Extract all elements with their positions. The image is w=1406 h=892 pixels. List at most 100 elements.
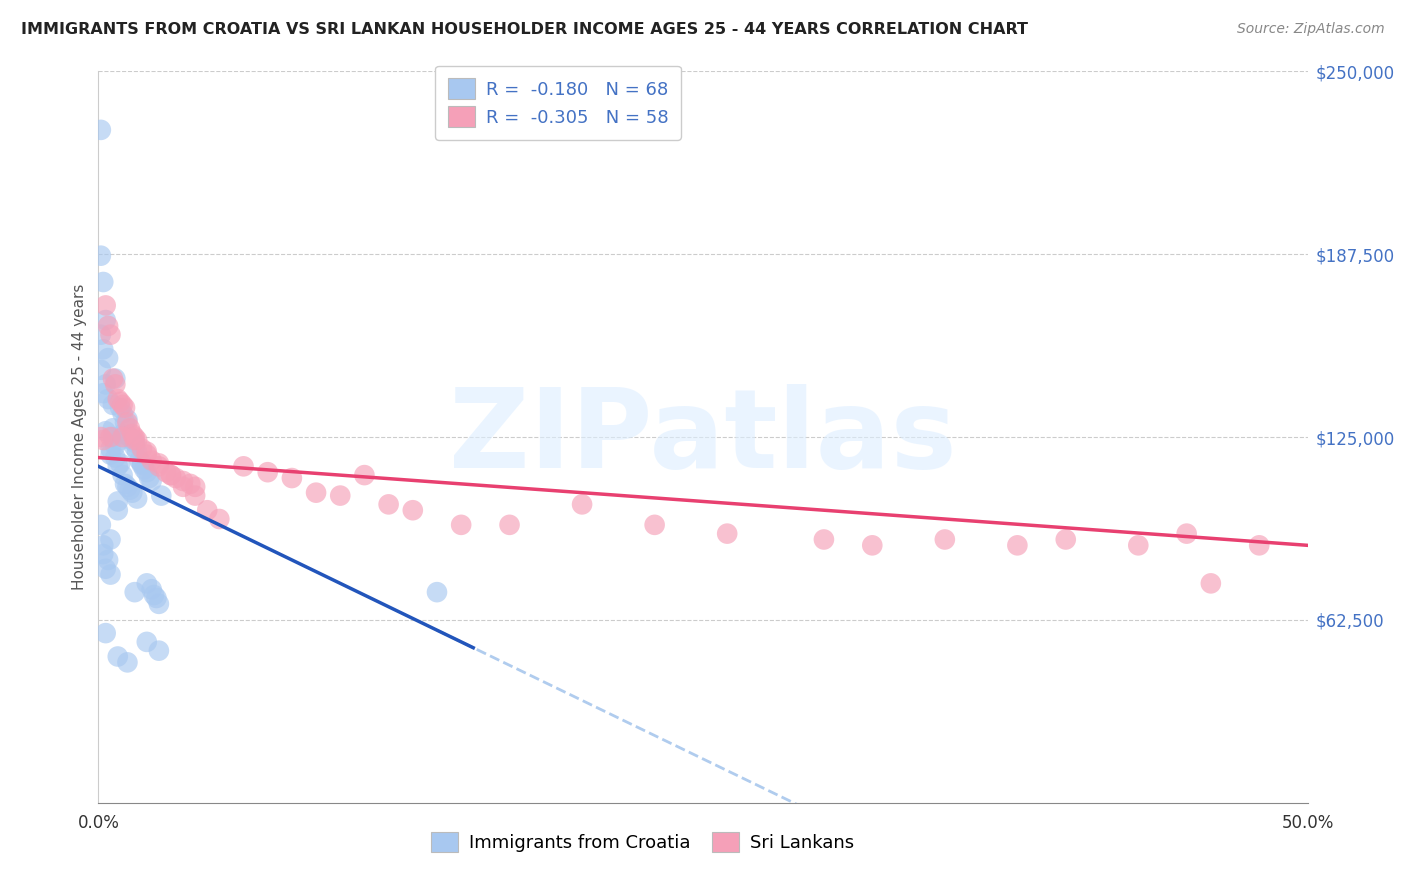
- Point: [117, 412, 139, 426]
- Point: [104, 439, 127, 453]
- Point: [860, 538, 883, 552]
- Point: [135, 448, 157, 462]
- Point: [135, 444, 157, 458]
- Point: [165, 471, 187, 485]
- Point: [148, 457, 170, 471]
- Point: [107, 459, 129, 474]
- Point: [934, 533, 956, 547]
- Point: [107, 503, 129, 517]
- Point: [101, 421, 124, 435]
- Point: [118, 421, 141, 435]
- Point: [141, 453, 163, 467]
- Point: [108, 433, 131, 447]
- Point: [124, 433, 146, 447]
- Point: [97, 318, 120, 333]
- Point: [117, 656, 139, 670]
- Point: [100, 327, 122, 342]
- Point: [100, 533, 122, 547]
- Point: [172, 474, 194, 488]
- Point: [135, 635, 157, 649]
- Point: [232, 459, 254, 474]
- Point: [208, 512, 231, 526]
- Point: [145, 591, 167, 605]
- Point: [353, 468, 375, 483]
- Point: [127, 491, 149, 506]
- Point: [90, 327, 112, 342]
- Point: [1128, 538, 1150, 552]
- Point: [450, 517, 472, 532]
- Point: [101, 430, 124, 444]
- Point: [100, 430, 122, 444]
- Point: [94, 626, 117, 640]
- Point: [117, 480, 139, 494]
- Point: [1175, 526, 1198, 541]
- Point: [121, 485, 143, 500]
- Point: [124, 430, 146, 444]
- Point: [111, 427, 134, 442]
- Point: [91, 343, 114, 357]
- Point: [131, 442, 153, 456]
- Point: [111, 430, 134, 444]
- Point: [135, 465, 157, 479]
- Point: [128, 453, 150, 467]
- Point: [94, 562, 117, 576]
- Point: [184, 489, 207, 503]
- Point: [571, 497, 593, 511]
- Point: [305, 485, 328, 500]
- Point: [107, 649, 129, 664]
- Point: [716, 526, 738, 541]
- Point: [131, 458, 153, 472]
- Point: [1054, 533, 1077, 547]
- Point: [111, 398, 134, 412]
- Point: [108, 395, 131, 409]
- Point: [90, 363, 112, 377]
- Point: [644, 517, 666, 532]
- Point: [124, 440, 146, 454]
- Point: [104, 377, 127, 392]
- Point: [107, 392, 129, 406]
- Point: [1007, 538, 1029, 552]
- Point: [121, 433, 143, 447]
- Point: [100, 567, 122, 582]
- Point: [90, 430, 112, 444]
- Point: [124, 436, 146, 450]
- Point: [281, 471, 304, 485]
- Point: [124, 585, 146, 599]
- Point: [121, 427, 143, 442]
- Point: [91, 275, 114, 289]
- Point: [111, 407, 134, 421]
- Point: [94, 313, 117, 327]
- Point: [94, 377, 117, 392]
- Point: [160, 468, 183, 483]
- Point: [148, 597, 170, 611]
- Point: [97, 553, 120, 567]
- Point: [172, 480, 194, 494]
- Point: [104, 371, 127, 385]
- Point: [91, 547, 114, 561]
- Point: [143, 588, 166, 602]
- Point: [91, 433, 114, 447]
- Point: [90, 517, 112, 532]
- Point: [118, 430, 141, 444]
- Point: [127, 433, 149, 447]
- Point: [101, 371, 124, 385]
- Point: [141, 582, 163, 597]
- Point: [100, 448, 122, 462]
- Point: [138, 471, 160, 485]
- Point: [101, 398, 124, 412]
- Point: [329, 489, 352, 503]
- Point: [118, 483, 141, 497]
- Point: [100, 442, 122, 456]
- Point: [195, 503, 218, 517]
- Point: [114, 401, 136, 415]
- Point: [91, 538, 114, 552]
- Point: [114, 476, 136, 491]
- Point: [131, 457, 153, 471]
- Text: IMMIGRANTS FROM CROATIA VS SRI LANKAN HOUSEHOLDER INCOME AGES 25 - 44 YEARS CORR: IMMIGRANTS FROM CROATIA VS SRI LANKAN HO…: [21, 22, 1028, 37]
- Point: [94, 424, 117, 438]
- Point: [94, 298, 117, 312]
- Point: [813, 533, 835, 547]
- Point: [107, 494, 129, 508]
- Point: [426, 585, 449, 599]
- Point: [377, 497, 399, 511]
